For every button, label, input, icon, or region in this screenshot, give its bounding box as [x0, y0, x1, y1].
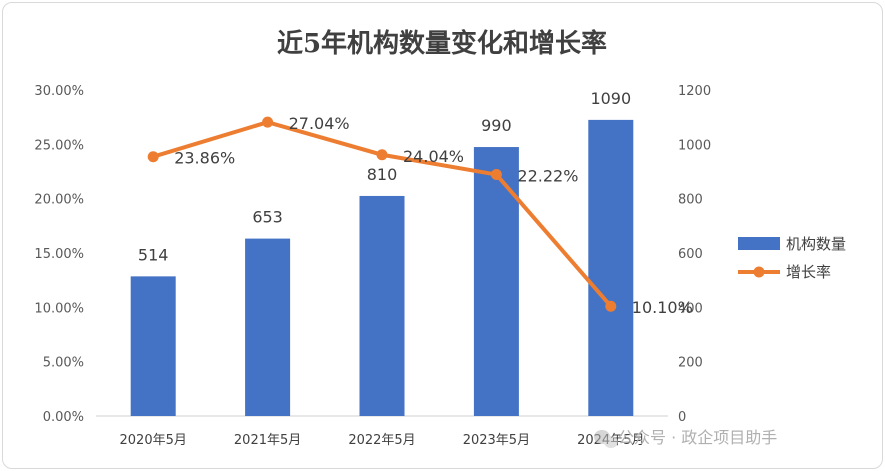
- category-label: 2022年5月: [348, 433, 415, 448]
- growth-rate-point: [490, 169, 502, 181]
- left-axis-tick-label: 0.00%: [43, 410, 84, 425]
- bar-data-label: 810: [367, 165, 398, 184]
- bar-data-label: 514: [138, 245, 169, 264]
- bar-data-label: 990: [481, 116, 512, 135]
- growth-rate-point: [147, 151, 159, 163]
- chart-title: 近5年机构数量变化和增长率: [277, 28, 607, 59]
- growth-rate-point: [605, 300, 617, 312]
- bar: [130, 276, 176, 416]
- plot-area: 0.00% 5.00% 10.00% 15.00% 20.00% 25.00% 30.00%…: [34, 84, 711, 448]
- watermark: 公众号 · 政企项目助手: [594, 428, 777, 448]
- category-label: 2020年5月: [120, 433, 187, 448]
- growth-rate-point: [262, 116, 274, 128]
- left-axis-tick-label: 10.00%: [34, 301, 84, 316]
- line-data-label: 24.04%: [403, 147, 464, 166]
- right-axis-tick-label: 200: [678, 356, 703, 371]
- bar-data-label: 653: [252, 208, 283, 227]
- bar: [359, 195, 405, 416]
- legend-swatch-bar: [738, 237, 780, 250]
- legend-label: 机构数量: [786, 235, 846, 253]
- wechat-icon-bubble: [604, 436, 618, 448]
- left-axis-tick-label: 5.00%: [43, 356, 84, 371]
- line-data-label: 23.86%: [174, 149, 235, 168]
- legend-swatch-marker: [753, 266, 765, 278]
- bar: [588, 119, 634, 416]
- growth-rate-point: [376, 149, 388, 161]
- left-axis-tick-label: 30.00%: [34, 84, 84, 99]
- line-data-label: 27.04%: [289, 114, 350, 133]
- left-axis-tick-label: 25.00%: [34, 138, 84, 153]
- right-axis-tick-label: 1200: [678, 84, 711, 99]
- category-label: 2023年5月: [463, 433, 530, 448]
- bar: [245, 238, 291, 416]
- watermark-text: 公众号 · 政企项目助手: [618, 428, 777, 447]
- bar-data-label: 1090: [590, 89, 631, 108]
- right-axis-tick-label: 0: [678, 410, 686, 425]
- left-axis-tick-label: 15.00%: [34, 247, 84, 262]
- left-axis-tick-label: 20.00%: [34, 193, 84, 208]
- right-axis-tick-label: 1000: [678, 138, 711, 153]
- line-data-label: 22.22%: [517, 167, 578, 186]
- wechat-icon: [594, 430, 618, 448]
- right-axis-tick-label: 400: [678, 301, 703, 316]
- right-axis-tick-label: 800: [678, 193, 703, 208]
- legend-label: 增长率: [786, 263, 831, 281]
- category-label: 2021年5月: [234, 433, 301, 448]
- line-data-label: 10.10%: [632, 298, 693, 317]
- right-axis-tick-label: 600: [678, 247, 703, 262]
- bar: [473, 147, 519, 417]
